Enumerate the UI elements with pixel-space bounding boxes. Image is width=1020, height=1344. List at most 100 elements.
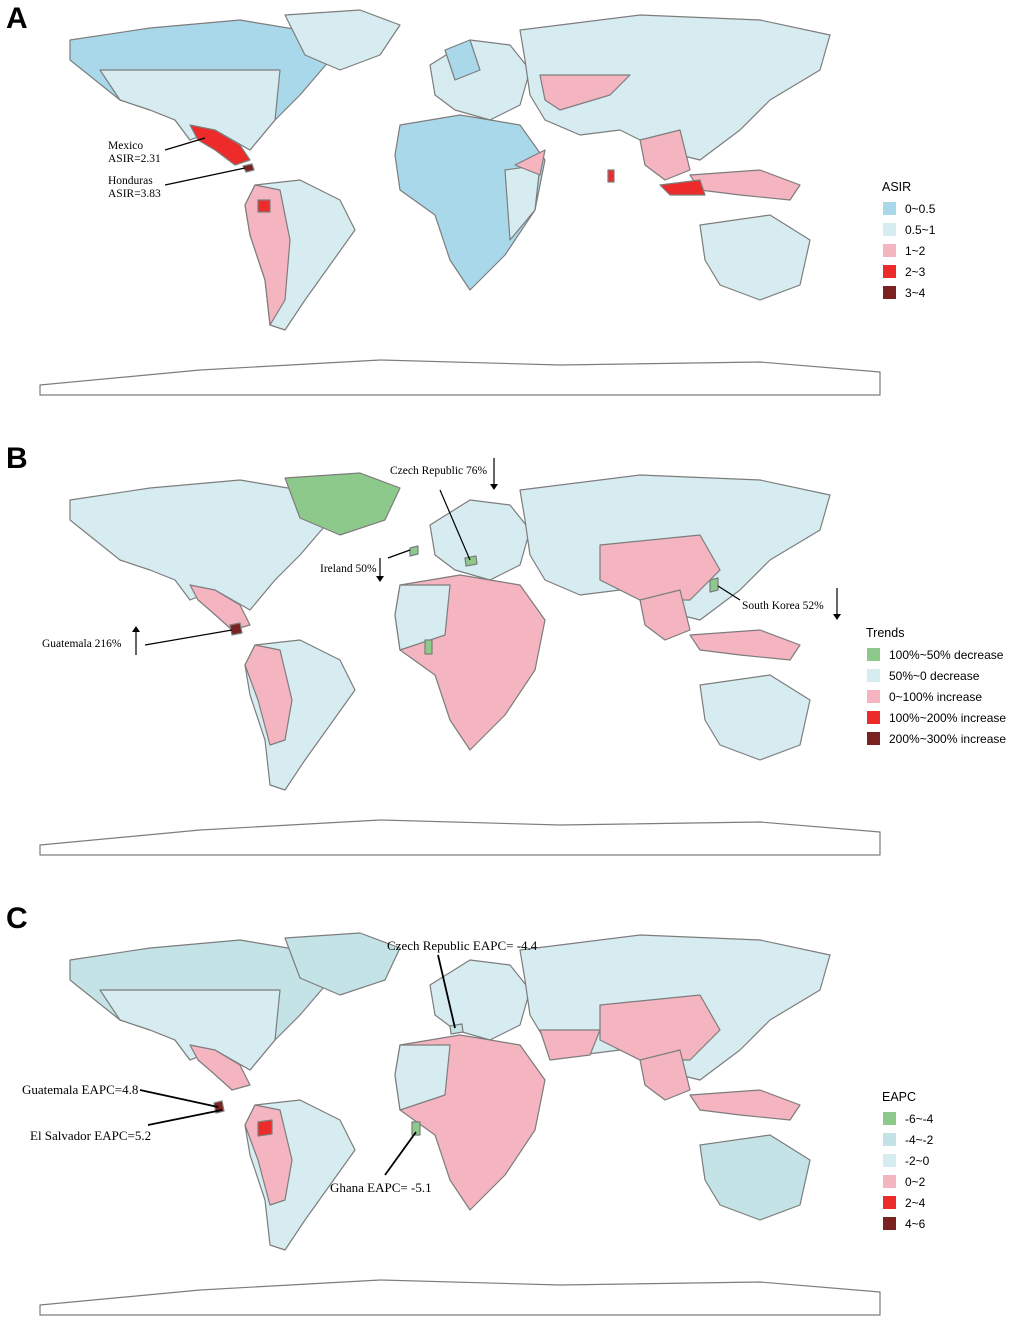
australia [699, 214, 811, 301]
legend-item: 0~2 [882, 1171, 933, 1192]
legend-label: 0~2 [905, 1174, 926, 1189]
legend-label: 50%~0 decrease [889, 668, 980, 683]
antarctica [39, 819, 881, 856]
legend-swatch [882, 1174, 897, 1189]
legend-eapc: EAPC -6~-4 -4~-2 -2~0 0~2 2~4 4~6 [882, 1090, 933, 1234]
legend-label: 100%~200% increase [889, 710, 1007, 725]
south-korea [709, 577, 719, 593]
legend-label: -6~-4 [905, 1111, 934, 1126]
legend-item: 0~0.5 [882, 198, 935, 219]
andean-region [244, 184, 291, 326]
legend-item: 3~4 [882, 282, 935, 303]
legend-label: -4~-2 [905, 1132, 934, 1147]
ireland [409, 545, 419, 557]
legend-label: 100%~50% decrease [889, 647, 1004, 662]
world-map-asir [39, 9, 881, 396]
legend-label: 4~6 [905, 1216, 926, 1231]
legend-swatch [882, 222, 897, 237]
legend-swatch [882, 1153, 897, 1168]
legend-item: 100%~50% decrease [866, 644, 1006, 665]
panel-letter: A [6, 2, 28, 35]
legend-label: 0.5~1 [905, 222, 936, 237]
southeast-asia [639, 1049, 691, 1101]
se-asia-islands [689, 169, 801, 201]
panel-a: A Mexi [0, 0, 1020, 440]
mexico [189, 124, 251, 166]
horn-africa [514, 149, 546, 176]
legend-title: Trends [866, 626, 905, 640]
legend-item: 0~100% increase [866, 686, 1006, 707]
central-asia [539, 1029, 601, 1061]
czech-annotation: Czech Republic EAPC= -4.4 [387, 938, 538, 953]
honduras-name: Honduras [108, 175, 153, 187]
legend-item: 2~4 [882, 1192, 933, 1213]
antarctica [39, 1279, 881, 1316]
legend-item: 200%~300% increase [866, 728, 1006, 749]
ghana [411, 1121, 421, 1136]
legend-swatch [882, 1195, 897, 1210]
australia [699, 674, 811, 761]
czech-republic [464, 555, 478, 567]
legend-label: 0~0.5 [905, 201, 936, 216]
mexico-central-america [189, 1044, 251, 1091]
panel-c: C Cz [0, 900, 1020, 1340]
se-asia-islands [689, 1089, 801, 1121]
guatemala [229, 622, 243, 636]
ghana-annotation: Ghana EAPC= -5.1 [330, 1180, 432, 1195]
ghana [424, 639, 433, 655]
australia [699, 1134, 811, 1221]
south-korea-annotation: South Korea 52% [742, 600, 824, 612]
czech-annotation: Czech Republic 76% [390, 465, 488, 477]
legend-swatch [882, 285, 897, 300]
southeast-asia [639, 129, 691, 181]
legend-label: 2~4 [905, 1195, 926, 1210]
legend-swatch [866, 668, 881, 683]
guatemala-annotation: Guatemala EAPC=4.8 [22, 1082, 139, 1097]
se-asia-islands [689, 629, 801, 661]
legend-swatch [882, 1111, 897, 1126]
legend-label: 200%~300% increase [889, 731, 1007, 746]
legend-swatch [882, 1132, 897, 1147]
legend-item: -4~-2 [882, 1129, 933, 1150]
west-africa [394, 584, 451, 651]
guatemala-annotation: Guatemala 216% [42, 638, 122, 650]
sri-lanka [607, 169, 615, 183]
legend-swatch [882, 1216, 897, 1231]
mexico-value: ASIR=2.31 [108, 153, 161, 165]
legend-title: ASIR [882, 180, 912, 194]
ecuador [257, 1119, 273, 1137]
china [599, 994, 721, 1061]
ireland-annotation: Ireland 50% [320, 563, 377, 575]
legend-label: 3~4 [905, 285, 926, 300]
scandinavia [444, 39, 481, 81]
mexico-annotation: Mexico ASIR=2.31 [108, 140, 161, 166]
usa [99, 989, 281, 1071]
greenland [284, 932, 401, 996]
legend-label: 2~3 [905, 264, 926, 279]
legend-swatch [866, 647, 881, 662]
asia [519, 14, 831, 161]
legend-item: 50%~0 decrease [866, 665, 1006, 686]
west-africa [394, 1044, 451, 1111]
legend-swatch [866, 710, 881, 725]
legend-asir: ASIR 0~0.5 0.5~1 1~2 2~3 3~4 [882, 180, 935, 303]
legend-swatch [882, 201, 897, 216]
africa [394, 114, 546, 291]
legend-item: 1~2 [882, 240, 935, 261]
legend-item: -2~0 [882, 1150, 933, 1171]
greenland [284, 472, 401, 536]
legend-item: 4~6 [882, 1213, 933, 1234]
legend-label: 1~2 [905, 243, 926, 258]
central-asia [539, 74, 631, 111]
czech-republic [449, 1023, 464, 1035]
legend-item: 100%~200% increase [866, 707, 1006, 728]
andean-region [244, 1104, 293, 1206]
legend-label: -2~0 [905, 1153, 930, 1168]
ecuador [257, 199, 271, 213]
malaysia [659, 179, 706, 196]
honduras-annotation: Honduras ASIR=3.83 [108, 175, 161, 201]
southeast-asia [639, 589, 691, 641]
world-map-eapc [39, 932, 881, 1316]
europe [429, 959, 531, 1041]
antarctica [39, 359, 881, 396]
